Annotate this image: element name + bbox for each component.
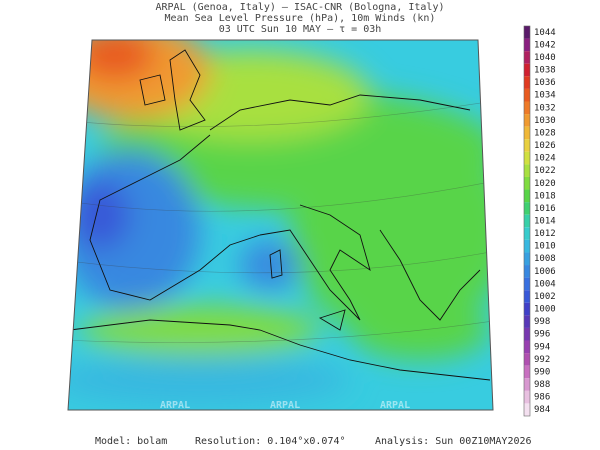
colorbar-swatch: [524, 327, 530, 341]
colorbar-label: 992: [534, 355, 550, 365]
colorbar-label: 994: [534, 342, 550, 352]
colorbar-label: 1018: [534, 191, 556, 201]
colorbar-swatch: [524, 151, 530, 165]
colorbar-swatch: [524, 365, 530, 379]
colorbar-swatch: [524, 290, 530, 303]
colorbar-swatch: [524, 139, 530, 152]
watermark: ARPAL: [160, 400, 190, 411]
colorbar-swatch: [524, 126, 530, 140]
colorbar-label: 1016: [534, 204, 556, 214]
colorbar-label: 1044: [534, 28, 556, 38]
colorbar-label: 1032: [534, 103, 556, 113]
colorbar-swatch: [524, 38, 530, 52]
header-line: Mean Sea Level Pressure (hPa), 10m Winds…: [165, 13, 436, 24]
colorbar-label: 996: [534, 330, 550, 340]
colorbar-label: 1040: [534, 53, 556, 63]
colorbar-swatch: [524, 378, 530, 391]
colorbar-swatch: [524, 76, 530, 89]
colorbar-label: 1008: [534, 254, 556, 264]
header-line: ARPAL (Genoa, Italy) – ISAC-CNR (Bologna…: [156, 2, 445, 13]
footer-analysis: Analysis: Sun 00Z10MAY2026: [375, 436, 532, 447]
colorbar-swatch: [524, 390, 530, 404]
colorbar-label: 984: [534, 405, 550, 415]
colorbar-label: 1024: [534, 154, 556, 164]
colorbar-label: 1042: [534, 40, 556, 50]
colorbar-swatch: [524, 63, 530, 77]
colorbar-label: 988: [534, 380, 550, 390]
colorbar-swatch: [524, 26, 530, 39]
colorbar-label: 1012: [534, 229, 556, 239]
colorbar-label: 1014: [534, 217, 556, 227]
colorbar-swatch: [524, 277, 530, 291]
colorbar-frame: [523, 25, 531, 417]
colorbar-swatch: [524, 265, 530, 278]
colorbar-label: 998: [534, 317, 550, 327]
colorbar-swatch: [524, 214, 530, 228]
colorbar-label: 1010: [534, 242, 556, 252]
footer-resolution: Resolution: 0.104°x0.074°: [195, 436, 346, 447]
colorbar-label: 1002: [534, 292, 556, 302]
colorbar-swatch: [524, 101, 530, 115]
colorbar-label: 1036: [534, 78, 556, 88]
colorbar-swatch: [524, 176, 530, 190]
map-frame: [67, 39, 494, 411]
colorbar-label: 1038: [534, 66, 556, 76]
colorbar-swatch: [524, 239, 530, 253]
colorbar-label: 1026: [534, 141, 556, 151]
colorbar-label: 1004: [534, 279, 556, 289]
colorbar-swatch: [524, 114, 530, 127]
colorbar-label: 1022: [534, 166, 556, 176]
watermark: ARPAL: [270, 400, 300, 411]
footer-model: Model: bolam: [95, 436, 167, 447]
colorbar-swatch: [524, 51, 530, 64]
colorbar-swatch: [524, 302, 530, 316]
colorbar-label: 1020: [534, 179, 556, 189]
colorbar-swatch: [524, 227, 530, 240]
colorbar-label: 1030: [534, 116, 556, 126]
colorbar-label: 1000: [534, 305, 556, 315]
colorbar-label: 1034: [534, 91, 556, 101]
colorbar-label: 1006: [534, 267, 556, 277]
watermark: ARPAL: [380, 400, 410, 411]
colorbar-label: 990: [534, 367, 550, 377]
header-line: 03 UTC Sun 10 MAY – τ = 03h: [219, 24, 382, 35]
colorbar-label: 1028: [534, 128, 556, 138]
colorbar-swatch: [524, 353, 530, 366]
colorbar-label: 986: [534, 393, 550, 403]
colorbar-swatch: [524, 252, 530, 266]
colorbar-swatch: [524, 340, 530, 354]
colorbar-swatch: [524, 88, 530, 102]
map: ARPAL ARPAL ARPAL: [68, 40, 493, 411]
colorbar-swatch: [524, 164, 530, 177]
colorbar-swatch: [524, 189, 530, 203]
colorbar-swatch: [524, 202, 530, 215]
colorbar: 1044 1042 1040 1038 1036 1034 1032 1030 1028 1026…: [523, 25, 556, 417]
colorbar-swatch: [524, 315, 530, 328]
colorbar-swatch: [524, 403, 530, 416]
